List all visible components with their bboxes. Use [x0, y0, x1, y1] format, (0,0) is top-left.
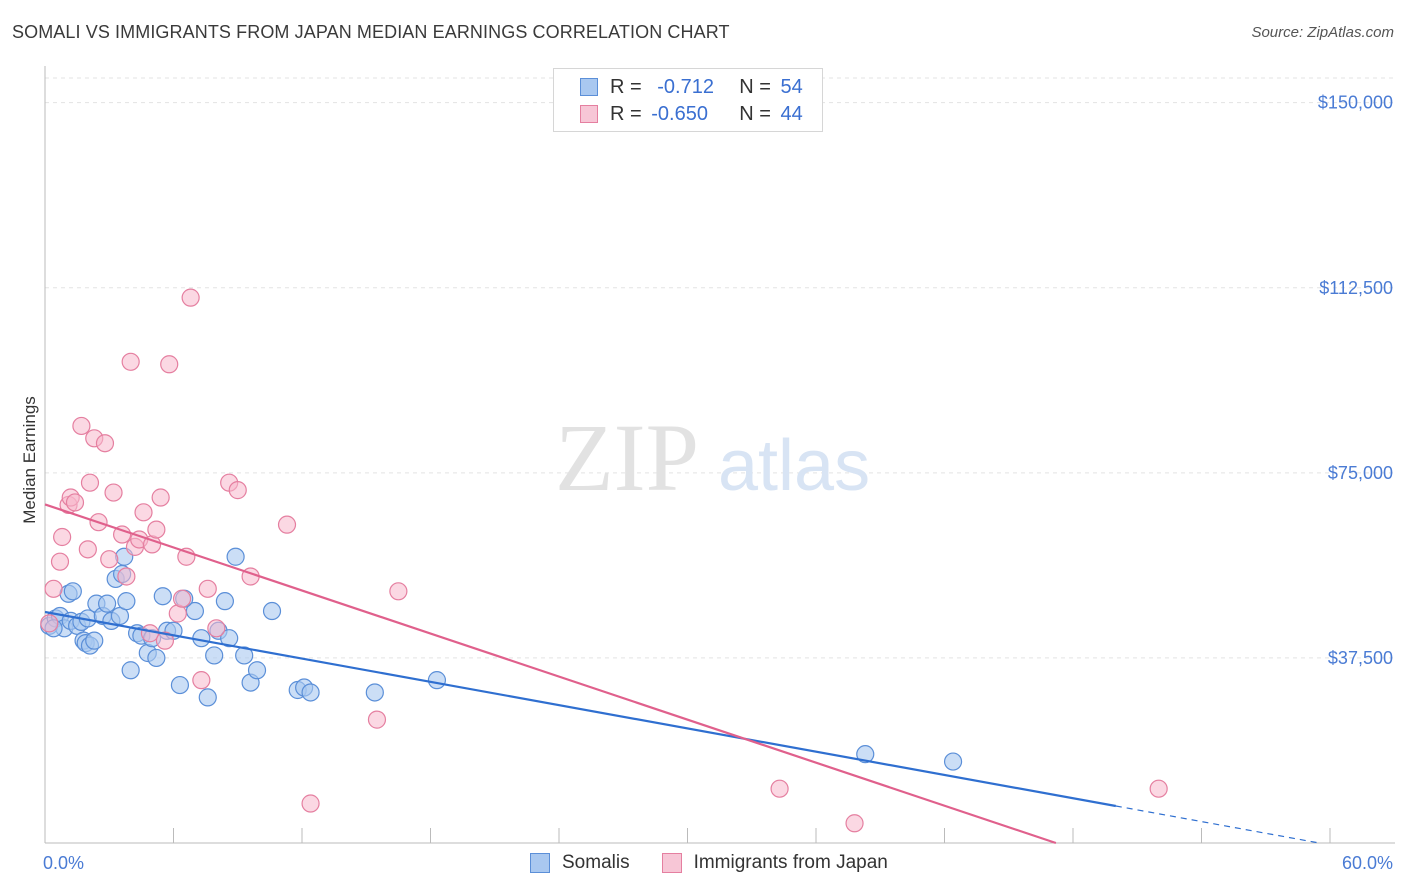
data-point-somalis [121, 661, 140, 680]
data-point-somalis [856, 745, 875, 764]
y-tick-labels: $37,500 $75,000 $112,500 $150,000 [1318, 93, 1393, 668]
data-point-japan [65, 493, 85, 512]
data-point-somalis [63, 582, 82, 601]
legend-row-somalis: R = -0.712 N = 54 [580, 75, 803, 99]
x-tick-labels: 0.0% 60.0% [43, 853, 1393, 873]
legend-item-japan[interactable]: Immigrants from Japan [661, 852, 888, 874]
trend-lines [44, 503, 1320, 845]
data-point-japan [140, 624, 160, 643]
y-tick-label: $150,000 [1318, 93, 1393, 113]
data-point-japan [134, 503, 153, 522]
legend-r-label: R = [610, 102, 648, 125]
data-point-japan [845, 814, 864, 833]
legend-r-label: R = [610, 75, 648, 98]
data-point-somalis [170, 675, 190, 695]
legend-r-value: -0.650 [651, 102, 708, 125]
data-point-japan [78, 540, 97, 559]
trend-line-japan [44, 503, 1057, 845]
data-point-japan [151, 488, 170, 507]
data-point-japan [198, 579, 217, 598]
data-point-japan [80, 473, 100, 492]
legend-row-japan: R = -0.650 N = 44 [580, 102, 803, 126]
data-point-japan [147, 520, 166, 539]
legend-swatch-somalis [580, 78, 598, 96]
legend-n-label: N = [739, 102, 777, 125]
data-point-somalis [153, 587, 172, 606]
data-point-japan [228, 481, 247, 500]
data-point-japan [44, 579, 63, 598]
watermark: ZIP atlas [555, 404, 870, 511]
data-point-japan [181, 288, 200, 307]
data-point-somalis [943, 752, 963, 771]
data-point-japan [277, 515, 297, 534]
data-point-somalis [247, 661, 267, 680]
data-point-japan [117, 567, 136, 586]
data-point-somalis [117, 592, 136, 611]
legend-n-label: N = [739, 75, 777, 98]
watermark-atlas: atlas [718, 426, 870, 506]
data-point-somalis [147, 648, 166, 668]
y-tick-label: $75,000 [1328, 463, 1393, 483]
data-point-japan [155, 631, 175, 650]
data-point-japan [172, 589, 192, 608]
data-point-japan [100, 550, 119, 569]
data-point-japan [121, 352, 140, 371]
y-axis-label: Median Earnings [20, 396, 39, 524]
axes [44, 66, 1395, 844]
data-point-japan [40, 614, 59, 633]
data-point-somalis [427, 671, 447, 690]
legend-label-japan: Immigrants from Japan [693, 852, 888, 873]
legend-label-somalis: Somalis [562, 852, 630, 873]
data-point-somalis [301, 683, 320, 702]
data-point-somalis [85, 631, 104, 650]
data-point-japan [50, 552, 70, 571]
chart-title: SOMALI VS IMMIGRANTS FROM JAPAN MEDIAN E… [12, 22, 730, 42]
legend-swatch-somalis [530, 853, 550, 873]
data-point-japan [95, 434, 115, 453]
data-point-japan [53, 527, 72, 547]
trend-line-somalis [44, 610, 1117, 808]
data-point-somalis [235, 646, 254, 665]
data-point-japan [160, 355, 179, 374]
data-point-japan [207, 619, 226, 638]
data-point-japan [301, 794, 320, 813]
data-point-japan [112, 525, 132, 544]
trend-line-somalis-extension [1115, 805, 1320, 844]
legend-swatch-japan [661, 853, 682, 873]
bottom-legend: Somalis Immigrants from Japan [530, 852, 920, 874]
data-point-japan [770, 779, 789, 798]
legend-item-somalis[interactable]: Somalis [530, 852, 630, 874]
stats-legend: R = -0.712 N = 54 R = -0.650 N = 44 [553, 68, 823, 132]
data-point-somalis [226, 547, 245, 566]
data-point-japan [192, 671, 211, 690]
data-point-somalis [198, 688, 217, 707]
data-point-japan [72, 416, 91, 436]
legend-r-value: -0.712 [657, 75, 714, 98]
y-tick-label: $37,500 [1328, 648, 1393, 668]
data-point-somalis [215, 592, 234, 611]
legend-n-value: 54 [780, 75, 803, 98]
x-tick-label: 60.0% [1342, 853, 1393, 873]
data-point-japan [104, 483, 123, 502]
data-point-japan [367, 710, 387, 729]
watermark-zip: ZIP [555, 404, 699, 511]
series-somalis [40, 547, 963, 771]
series-japan [40, 288, 1168, 833]
data-point-somalis [98, 594, 117, 613]
data-point-japan [389, 582, 408, 601]
data-point-somalis [220, 629, 239, 648]
x-tick-label: 0.0% [43, 853, 84, 873]
legend-n-value: 44 [780, 102, 803, 125]
source-label: Source: ZipAtlas.com [1251, 24, 1394, 41]
data-point-somalis [365, 683, 384, 702]
data-point-japan [1149, 779, 1168, 798]
data-point-somalis [262, 601, 282, 621]
y-tick-label: $112,500 [1319, 278, 1393, 298]
data-point-somalis [205, 646, 224, 665]
legend-swatch-japan [580, 105, 598, 123]
